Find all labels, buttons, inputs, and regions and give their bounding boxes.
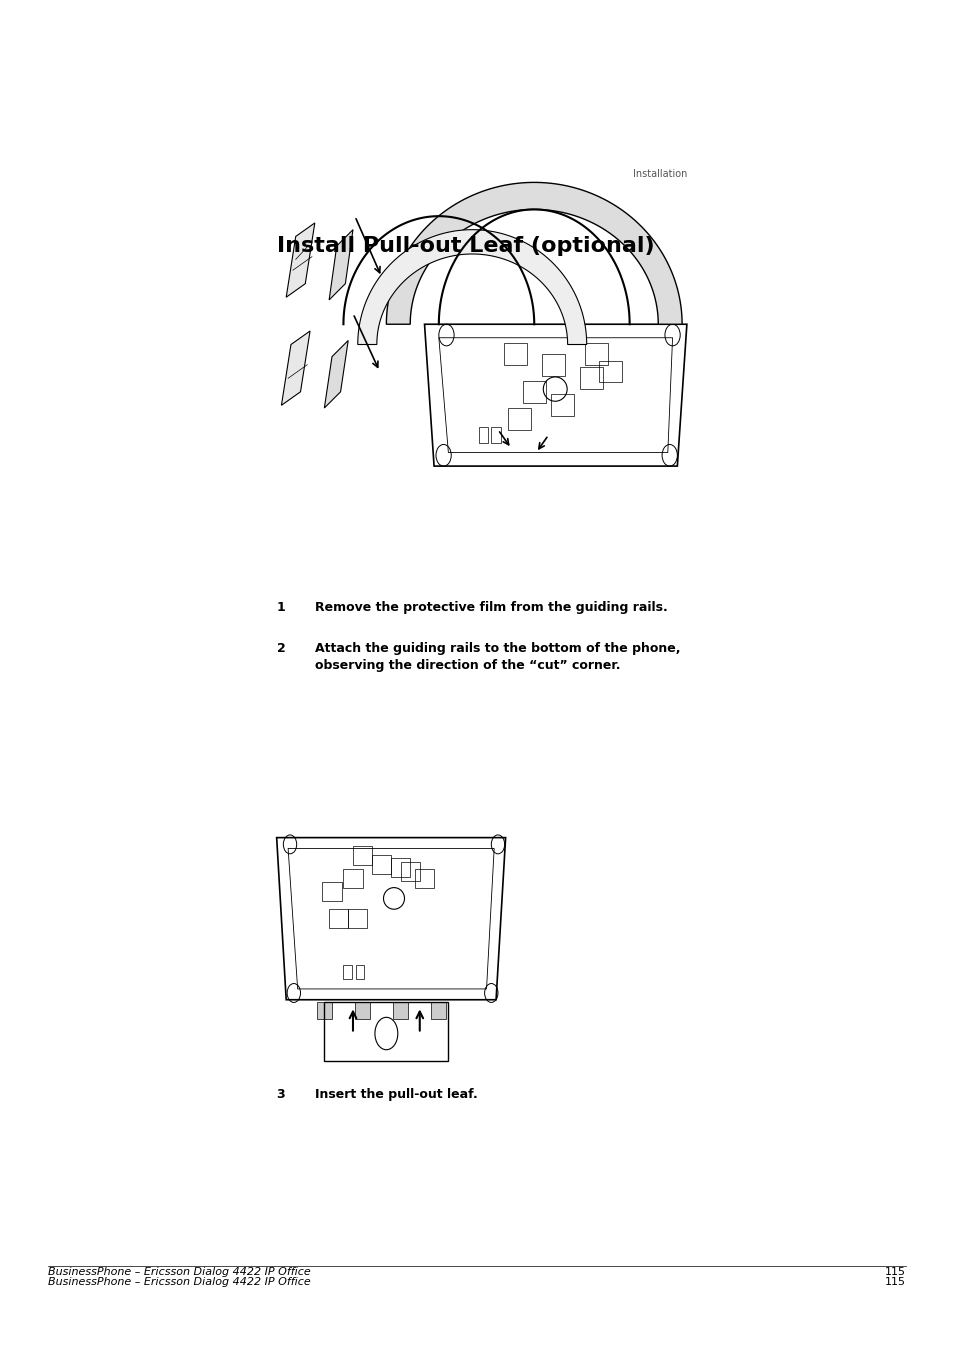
Text: 1: 1: [276, 601, 285, 615]
Bar: [431, 1002, 446, 1019]
Polygon shape: [329, 230, 353, 300]
Bar: [343, 965, 352, 979]
Text: Install Pull-out Leaf (optional): Install Pull-out Leaf (optional): [276, 236, 654, 257]
Text: 115: 115: [884, 1267, 905, 1277]
Text: 2: 2: [276, 642, 285, 655]
Bar: [478, 427, 488, 443]
Bar: [491, 427, 500, 443]
Polygon shape: [281, 331, 310, 405]
Bar: [316, 1002, 332, 1019]
Text: Attach the guiding rails to the bottom of the phone,
observing the direction of : Attach the guiding rails to the bottom o…: [314, 642, 679, 671]
Text: BusinessPhone – Ericsson Dialog 4422 IP Office: BusinessPhone – Ericsson Dialog 4422 IP …: [48, 1267, 310, 1277]
Bar: [355, 1002, 370, 1019]
Polygon shape: [357, 230, 586, 345]
Bar: [393, 1002, 408, 1019]
Text: Installation: Installation: [632, 169, 686, 178]
Bar: [355, 965, 364, 979]
Polygon shape: [324, 340, 348, 408]
Polygon shape: [286, 223, 314, 297]
Text: BusinessPhone – Ericsson Dialog 4422 IP Office: BusinessPhone – Ericsson Dialog 4422 IP …: [48, 1277, 310, 1286]
Text: 115: 115: [884, 1277, 905, 1286]
Polygon shape: [386, 182, 681, 324]
Text: Remove the protective film from the guiding rails.: Remove the protective film from the guid…: [314, 601, 667, 615]
Text: Insert the pull-out leaf.: Insert the pull-out leaf.: [314, 1088, 477, 1101]
Text: 3: 3: [276, 1088, 285, 1101]
